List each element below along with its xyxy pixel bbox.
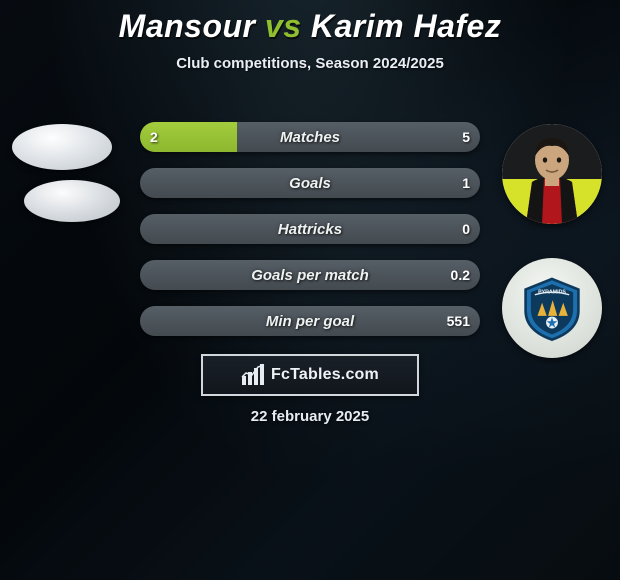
svg-text:PYRAMIDS: PYRAMIDS (538, 289, 566, 295)
stat-bars-container: Matches2 5 Goals1 Hattricks0 Goals per match… (140, 122, 480, 352)
stat-value-right: 1 (462, 168, 470, 198)
brand-box: FcTables.com (201, 354, 419, 396)
stat-label: Hattricks (140, 214, 480, 244)
player1-avatar-placeholder-2 (24, 180, 120, 222)
stat-label: Min per goal (140, 306, 480, 336)
player2-avatar (502, 124, 602, 224)
stat-row: Goals1 (140, 168, 480, 198)
stat-value-right: 5 (462, 122, 470, 152)
content-root: Mansour vs Karim Hafez Club competitions… (0, 0, 620, 580)
page-title: Mansour vs Karim Hafez (0, 0, 620, 45)
stat-label: Goals (140, 168, 480, 198)
comparison-stage: PYRAMIDS Matches2 5 Goals1 Hattricks0 Goals … (0, 110, 620, 360)
player1-avatar-placeholder-1 (12, 124, 112, 170)
stat-value-right: 0.2 (451, 260, 470, 290)
date-text: 22 february 2025 (0, 408, 620, 425)
stat-value-right: 551 (447, 306, 470, 336)
brand-text: FcTables.com (271, 366, 379, 384)
brand-chart-icon (241, 364, 265, 386)
title-vs: vs (265, 8, 302, 44)
stat-value-left: 2 (150, 122, 158, 152)
stat-row: Goals per match0.2 (140, 260, 480, 290)
player2-club-badge: PYRAMIDS (502, 258, 602, 358)
player2-portrait-icon (502, 124, 602, 224)
title-player2: Karim Hafez (311, 8, 501, 44)
stat-value-right: 0 (462, 214, 470, 244)
stat-row: Matches2 5 (140, 122, 480, 152)
club-crest-icon: PYRAMIDS (519, 275, 585, 341)
subtitle: Club competitions, Season 2024/2025 (0, 55, 620, 72)
stat-row: Hattricks0 (140, 214, 480, 244)
stat-label: Goals per match (140, 260, 480, 290)
title-player1: Mansour (119, 8, 256, 44)
stat-label: Matches (140, 122, 480, 152)
stat-row: Min per goal551 (140, 306, 480, 336)
